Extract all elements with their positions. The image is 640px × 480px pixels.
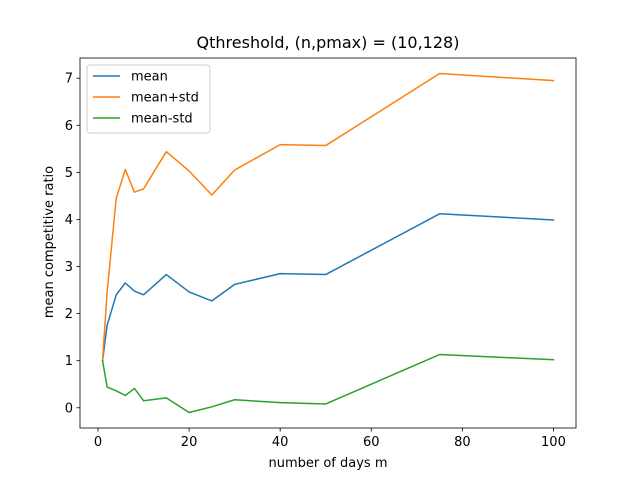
- legend: mean mean+std mean-std: [86, 64, 211, 134]
- series-line-mean: [101, 213, 555, 362]
- y-tick-label: 5: [65, 166, 73, 181]
- plot-area: 0 20 40 60 80 100 0 1 2 3 4 5 6 7: [65, 57, 577, 450]
- y-tick-label: 4: [65, 213, 73, 228]
- x-axis-title: number of days m: [268, 456, 387, 471]
- series-line-mean-std: [101, 353, 555, 414]
- legend-label: mean: [131, 70, 168, 85]
- y-tick-label: 7: [65, 72, 73, 87]
- y-tick-label: 1: [65, 354, 73, 369]
- x-tick-label: 40: [272, 435, 289, 450]
- x-tick-label: 20: [181, 435, 198, 450]
- x-tick-label: 100: [541, 435, 566, 450]
- y-tick-label: 2: [65, 307, 73, 322]
- y-axis-title: mean competitive ratio: [42, 166, 57, 318]
- y-tick-label: 3: [65, 260, 73, 275]
- legend-label: mean-std: [131, 112, 193, 127]
- legend-label: mean+std: [131, 91, 199, 106]
- axes-frame: [79, 57, 577, 429]
- chart-title: Qthreshold, (n,pmax) = (10,128): [197, 33, 460, 52]
- x-tick-label: 0: [94, 435, 102, 450]
- y-tick-label: 0: [65, 401, 73, 416]
- legend-box: [86, 64, 211, 134]
- x-tick-label: 60: [363, 435, 380, 450]
- series-line-mean-std: [101, 72, 555, 362]
- y-tick-label: 6: [65, 119, 73, 134]
- x-tick-label: 80: [454, 435, 471, 450]
